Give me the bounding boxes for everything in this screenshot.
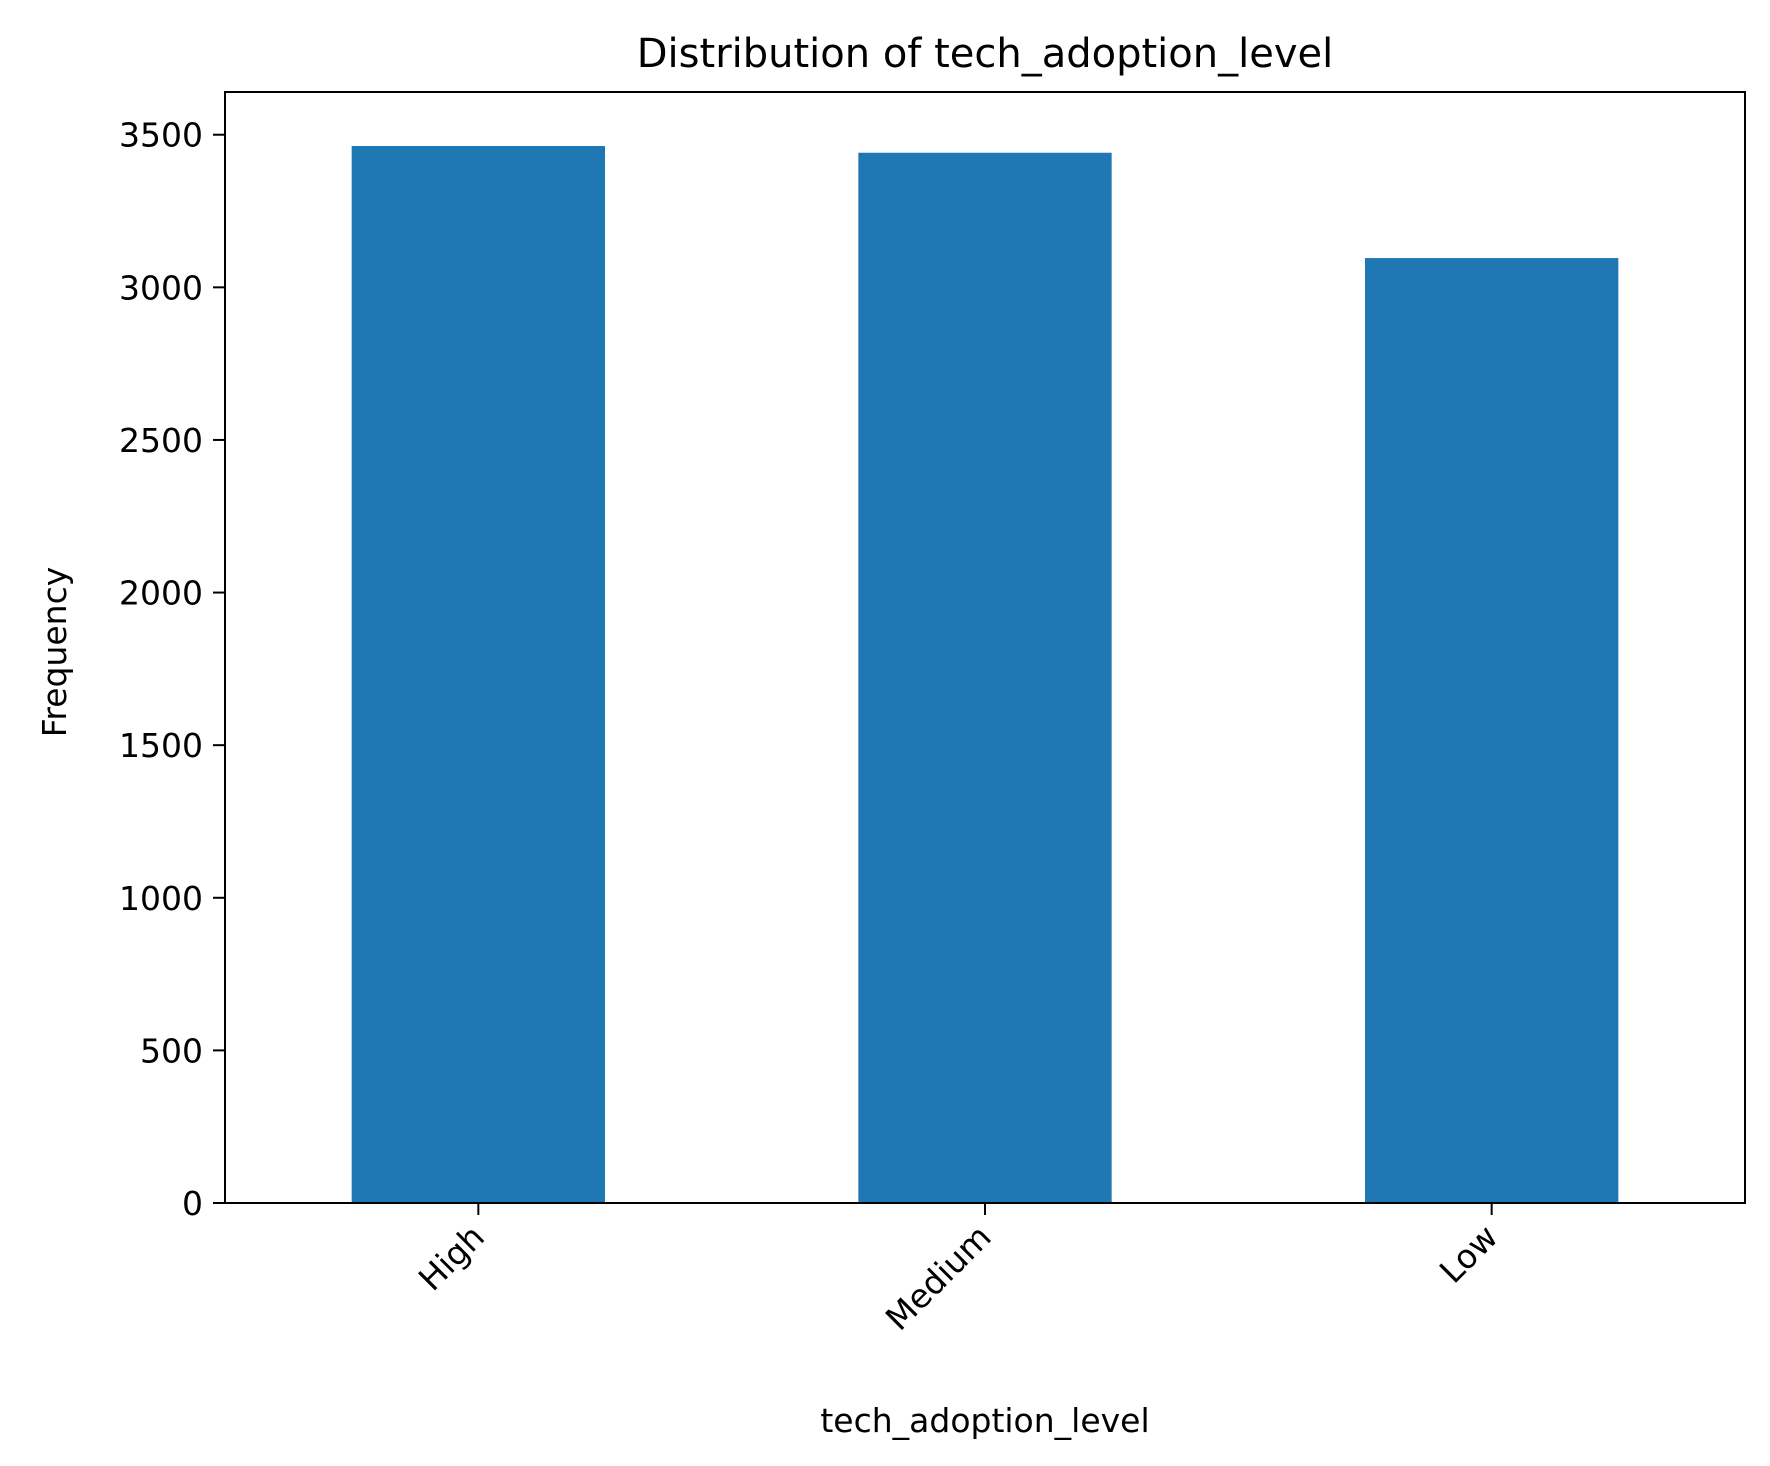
- x-axis-label: tech_adoption_level: [820, 1401, 1149, 1440]
- y-tick-label-1500: 1500: [119, 726, 203, 765]
- y-axis-label: Frequency: [35, 567, 74, 737]
- y-tick-label-2500: 2500: [119, 421, 203, 460]
- y-tick-label-1000: 1000: [119, 879, 203, 918]
- axes-frame: [224, 91, 1746, 1204]
- y-tick-label-0: 0: [182, 1184, 203, 1223]
- y-tick-label-3500: 3500: [119, 116, 203, 155]
- bar-medium: [858, 152, 1112, 1203]
- y-tick-label-500: 500: [140, 1031, 203, 1070]
- chart-title: Distribution of tech_adoption_level: [637, 31, 1333, 77]
- y-tick-label-2000: 2000: [119, 574, 203, 613]
- bar-low: [1365, 258, 1619, 1203]
- y-tick-label-3000: 3000: [119, 268, 203, 307]
- bar-high: [351, 146, 605, 1203]
